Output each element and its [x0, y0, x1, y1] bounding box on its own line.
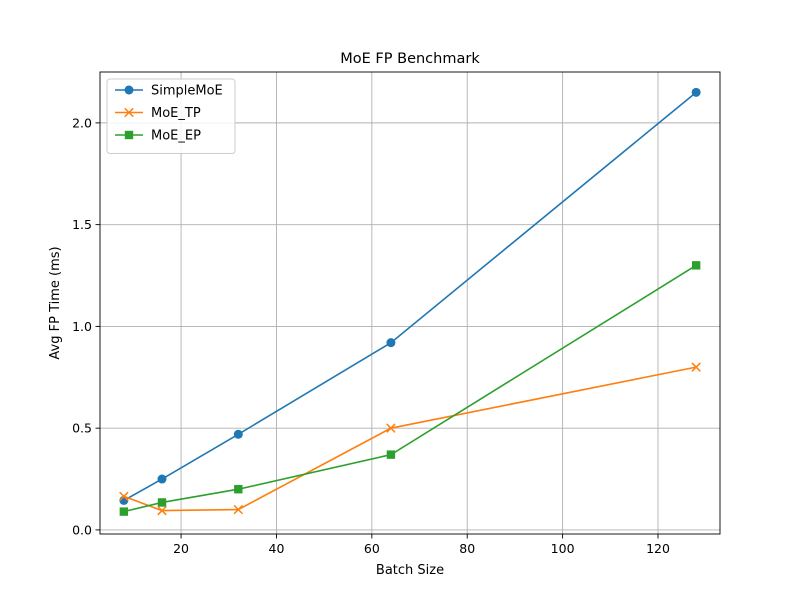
x-tick-label-4: 100 — [551, 541, 575, 556]
x-tick-label-5: 120 — [646, 541, 670, 556]
legend-item-moe-tp: MoE_TP — [115, 106, 201, 121]
data-point-moe-tp-0 — [119, 491, 129, 502]
chart-title: MoE FP Benchmark — [340, 51, 480, 67]
series-moe-ep — [119, 261, 701, 516]
legend-marker-simplemoe — [124, 85, 134, 95]
data-point-moe-ep-4 — [691, 261, 701, 270]
data-point-moe-tp-2 — [233, 504, 244, 515]
x-tick-label-1: 40 — [269, 541, 285, 556]
y-tick-label-3: 1.5 — [72, 217, 92, 232]
y-tick-label-1: 0.5 — [72, 421, 92, 436]
data-point-moe-ep-3 — [386, 450, 396, 459]
legend-label-simplemoe: SimpleMoE — [151, 84, 223, 99]
y-tick-label-2: 1.0 — [72, 319, 92, 334]
y-tick-label-4: 2.0 — [72, 115, 92, 130]
data-point-moe-tp-1 — [157, 505, 167, 516]
data-point-moe-ep-0 — [119, 507, 129, 516]
legend-marker-moe-ep — [124, 130, 134, 140]
y-axis-label: Avg FP Time (ms) — [48, 246, 63, 359]
data-point-simplemoe-4 — [691, 87, 701, 97]
data-point-moe-tp-4 — [691, 362, 701, 372]
series-simplemoe — [119, 87, 701, 505]
legend-item-simplemoe: SimpleMoE — [115, 84, 223, 99]
data-point-simplemoe-2 — [233, 429, 243, 439]
x-tick-label-2: 60 — [364, 541, 380, 556]
legend-label-moe-ep: MoE_EP — [151, 129, 201, 144]
grid — [100, 72, 720, 534]
y-tick-label-0: 0.0 — [72, 522, 92, 537]
data-point-moe-tp-3 — [386, 423, 396, 433]
data-point-simplemoe-3 — [386, 338, 396, 348]
x-tick-label-3: 80 — [459, 541, 475, 556]
data-point-moe-ep-1 — [157, 498, 167, 507]
ticks: 20 40 60 80 100 120 0.0 0.5 1.0 1.5 2.0 — [72, 115, 670, 556]
plot-frame — [99, 71, 721, 535]
x-tick-label-0: 20 — [173, 541, 189, 556]
legend-label-moe-tp: MoE_TP — [151, 106, 201, 121]
data-point-simplemoe-1 — [157, 474, 167, 484]
legend-item-moe-ep: MoE_EP — [115, 129, 201, 144]
data-point-moe-ep-2 — [234, 485, 243, 494]
x-axis-label: Batch Size — [376, 563, 444, 578]
series-layer — [119, 87, 701, 516]
legend-marker-moe-tp — [124, 107, 134, 118]
legend: SimpleMoE MoE_TP MoE_EP — [106, 78, 236, 154]
